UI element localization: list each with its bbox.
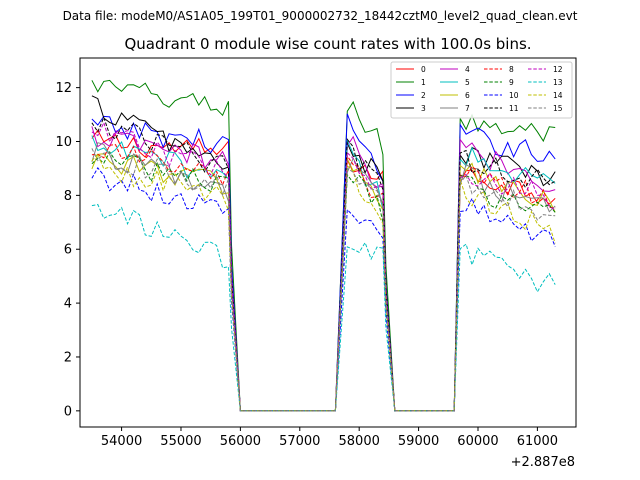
legend-label-15: 15 (553, 104, 563, 113)
chart-suptitle: Data file: modeM0/AS1A05_199T01_90000027… (63, 9, 578, 23)
legend-label-1: 1 (421, 78, 426, 87)
axes-frame (79, 57, 577, 428)
x-tick-label-57000: 57000 (279, 434, 320, 449)
legend-label-5: 5 (465, 78, 470, 87)
x-axis-offset-label: +2.887e8 (511, 455, 575, 470)
legend-label-9: 9 (509, 78, 514, 87)
series-line-11 (91, 115, 556, 412)
chart-title: Quadrant 0 module wise count rates with … (124, 35, 531, 53)
y-tick-label-12: 12 (55, 81, 72, 96)
y-tick-label-2: 2 (64, 350, 72, 365)
x-tick-label-58000: 58000 (339, 434, 380, 449)
legend-box (390, 61, 573, 119)
legend-label-3: 3 (421, 104, 426, 113)
x-tick-label-60000: 60000 (457, 434, 498, 449)
y-tick-label-0: 0 (64, 404, 72, 419)
x-tick-label-55000: 55000 (160, 434, 201, 449)
legend-label-11: 11 (509, 104, 519, 113)
legend-label-4: 4 (465, 65, 470, 74)
y-tick-label-6: 6 (64, 243, 72, 258)
legend-label-12: 12 (553, 65, 563, 74)
x-tick-label-54000: 54000 (101, 434, 142, 449)
y-tick-label-4: 4 (64, 297, 72, 312)
plot-area: 54000 55000 56000 57000 58000 59000 60000 61000… (55, 57, 577, 449)
x-tick-label-61000: 61000 (517, 434, 558, 449)
x-tick-label-59000: 59000 (398, 434, 439, 449)
legend-label-8: 8 (509, 65, 514, 74)
legend-label-6: 6 (465, 91, 470, 100)
y-tick-label-10: 10 (55, 135, 72, 150)
y-tick-label-8: 8 (64, 189, 72, 204)
series-line-9 (91, 151, 556, 412)
legend-label-0: 0 (421, 65, 426, 74)
series-line-14 (91, 152, 556, 412)
series-line-15 (91, 148, 556, 412)
legend-label-13: 13 (553, 78, 563, 87)
legend-label-7: 7 (465, 104, 470, 113)
legend-label-14: 14 (553, 91, 563, 100)
legend-label-2: 2 (421, 91, 426, 100)
legend-label-10: 10 (509, 91, 519, 100)
x-tick-label-56000: 56000 (220, 434, 261, 449)
